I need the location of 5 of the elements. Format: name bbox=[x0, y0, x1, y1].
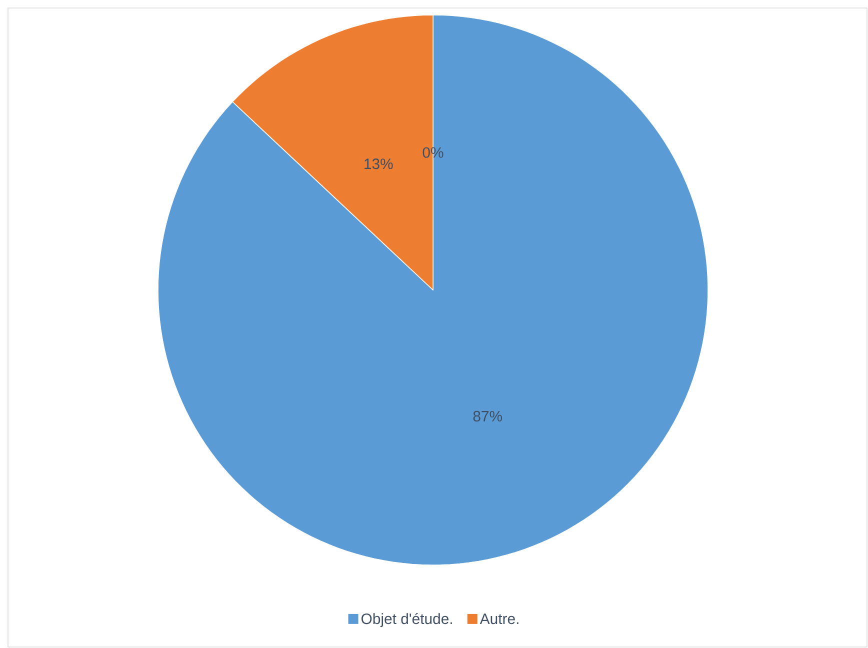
text: 0% bbox=[422, 147, 444, 158]
legend-label: Autre. bbox=[480, 614, 518, 624]
data-label: 13% bbox=[364, 158, 393, 170]
legend-label: Objet d'étude. bbox=[361, 612, 452, 628]
data-label: 87% bbox=[473, 410, 502, 422]
